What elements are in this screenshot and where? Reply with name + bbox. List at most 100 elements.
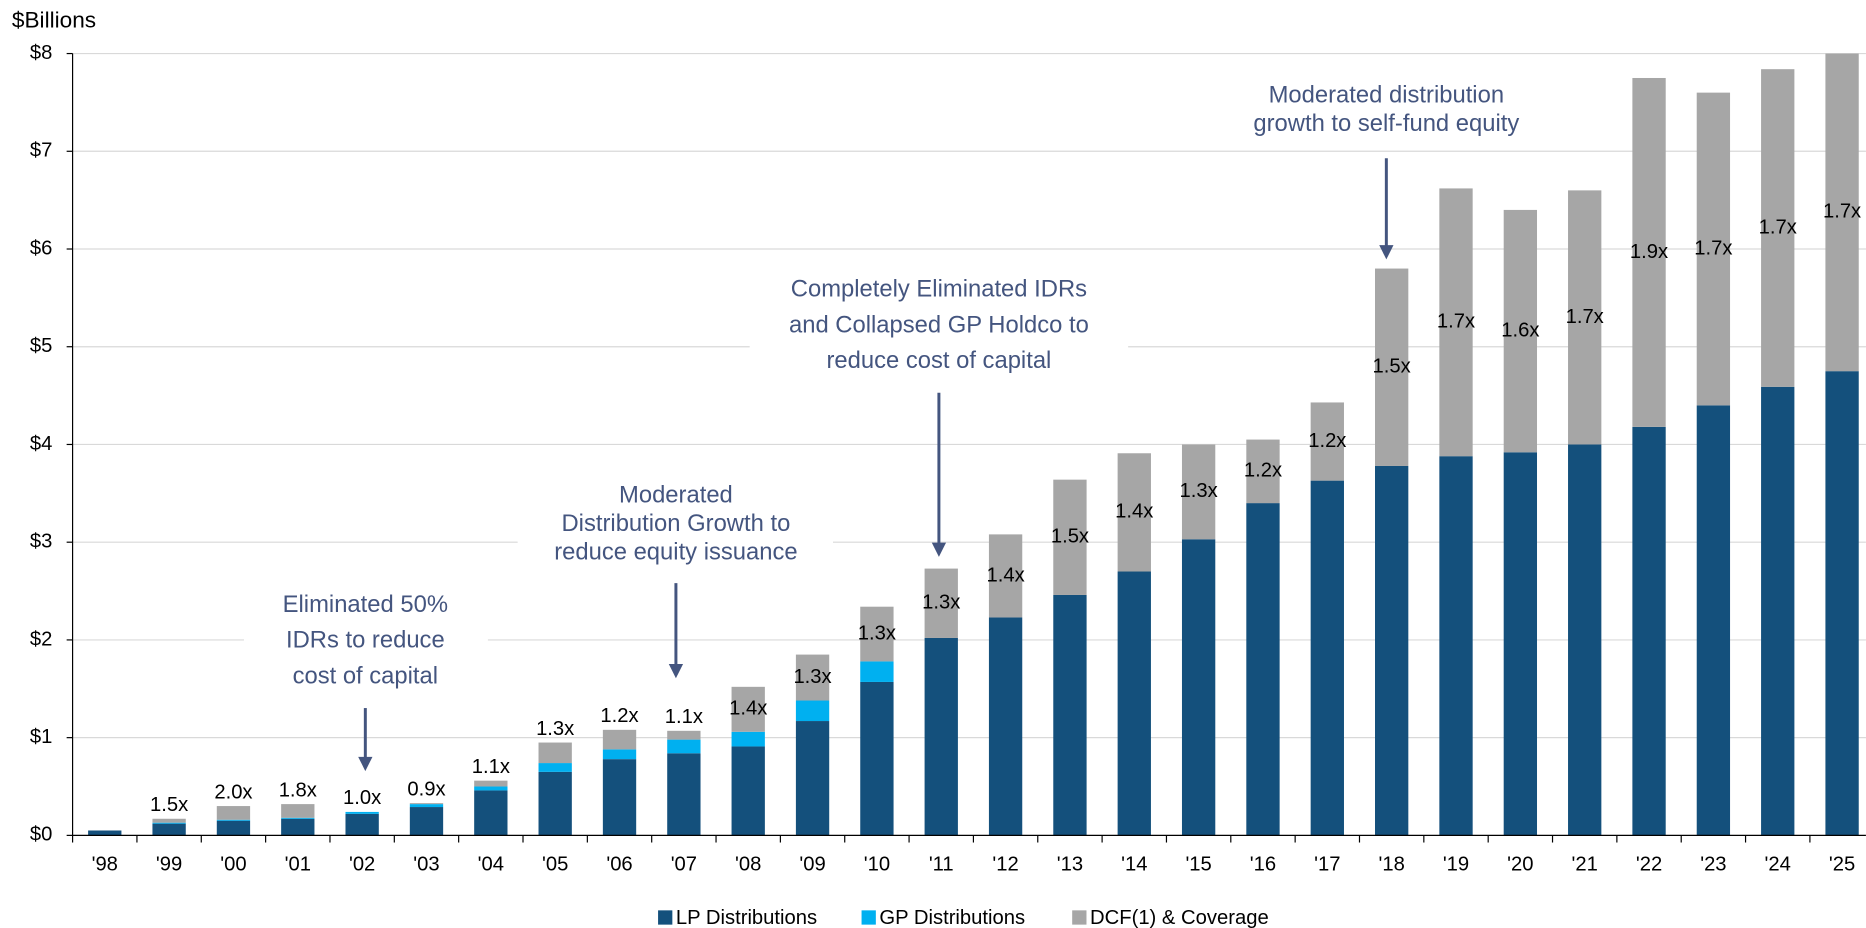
y-tick-label: $4 [30, 433, 53, 455]
bar-segment [1503, 209, 1538, 453]
coverage-label: 1.2x [600, 705, 638, 727]
x-tick-label: '11 [929, 853, 954, 875]
annotation-text: Moderated [619, 482, 733, 509]
bar-segment [1053, 479, 1087, 595]
coverage-label: 1.3x [536, 718, 574, 740]
annotation-bg [749, 271, 1129, 381]
bar-segment [216, 806, 251, 820]
coverage-label: 1.7x [1823, 201, 1861, 223]
y-tick-label: $8 [30, 42, 53, 64]
x-tick-label: '15 [1185, 853, 1211, 875]
x-tick-label: '13 [1057, 853, 1083, 875]
bar-segment [667, 753, 701, 836]
annotation-arrowhead [668, 664, 684, 679]
bar-segment [538, 771, 572, 836]
coverage-label: 1.3x [858, 622, 896, 644]
x-tick-label: '04 [478, 853, 504, 875]
bar-segment [1761, 69, 1795, 387]
bar-segment [667, 739, 701, 754]
y-tick-label: $2 [30, 628, 53, 650]
x-tick-label: '22 [1636, 853, 1662, 875]
x-tick-label: '09 [799, 853, 825, 875]
bar-segment [409, 804, 444, 808]
bar-segment [1761, 386, 1795, 836]
bar-segment [731, 746, 765, 836]
y-tick-label: $7 [30, 140, 53, 162]
bar-segment [602, 729, 637, 750]
annotation-arrowhead [1379, 245, 1394, 260]
bar-segment [216, 819, 251, 821]
coverage-label: 0.9x [407, 778, 445, 800]
legend-label: LP Distributions [676, 907, 817, 928]
bar-segment [1117, 453, 1151, 572]
bar-segment [1310, 480, 1344, 836]
annotation-text: Distribution Growth to [562, 510, 791, 537]
y-tick-label: $0 [30, 824, 53, 846]
x-tick-label: '98 [92, 853, 118, 875]
bar-segment [795, 721, 830, 836]
coverage-label: 1.0x [343, 787, 381, 809]
bar-segment [1439, 188, 1473, 457]
bar-segment [731, 731, 765, 747]
bar-segment [1375, 268, 1409, 466]
coverage-label: 1.5x [1373, 356, 1411, 378]
bar-segment [1117, 571, 1151, 836]
bar-segment [602, 759, 637, 836]
bar-segment [152, 823, 186, 836]
coverage-label: 1.7x [1759, 216, 1797, 238]
bar-segment [667, 730, 701, 740]
bar-segment [988, 617, 1023, 836]
x-tick-label: '03 [413, 853, 439, 875]
x-tick-label: '24 [1765, 853, 1791, 875]
bar-segment [1310, 402, 1344, 481]
bar-segment [860, 606, 894, 662]
coverage-label: 1.4x [986, 564, 1024, 586]
annotation-text: IDRs to reduce [286, 627, 445, 654]
bar-segment [1568, 444, 1602, 836]
legend-label: GP Distributions [879, 907, 1025, 928]
bar-segment [1696, 405, 1731, 836]
bar-segment [1181, 444, 1216, 540]
x-tick-label: '00 [220, 853, 246, 875]
bar-segment [924, 637, 958, 836]
bar-segment [88, 830, 122, 836]
bar-segment [731, 686, 765, 732]
coverage-label: 1.6x [1501, 319, 1539, 341]
x-tick-label: '99 [156, 853, 182, 875]
bar-segment [1053, 594, 1087, 836]
coverage-label: 1.3x [793, 666, 831, 688]
bar-segment [924, 568, 958, 638]
coverage-label: 1.4x [729, 698, 767, 720]
bar-segment [474, 786, 508, 791]
x-tick-label: '07 [671, 853, 697, 875]
x-tick-label: '06 [606, 853, 632, 875]
annotation-text: reduce equity issuance [554, 539, 797, 566]
y-tick-label: $1 [30, 726, 53, 748]
coverage-label: 1.7x [1694, 237, 1732, 259]
coverage-label: 1.7x [1566, 306, 1604, 328]
bar-segment [281, 818, 315, 836]
coverage-label: 1.4x [1115, 501, 1153, 523]
coverage-label: 2.0x [214, 781, 252, 803]
annotation-bg [517, 477, 834, 573]
annotation-text: Moderated distribution [1269, 82, 1504, 109]
legend-label: DCF(1) & Coverage [1090, 907, 1269, 928]
annotation-bg [243, 586, 488, 697]
coverage-label: 1.5x [150, 794, 188, 816]
bar-segment [795, 700, 830, 722]
x-tick-label: '23 [1700, 853, 1726, 875]
legend-swatch [658, 910, 673, 925]
x-tick-label: '08 [735, 853, 761, 875]
bar-segment [345, 813, 379, 836]
coverage-label: 1.3x [922, 592, 960, 614]
x-tick-label: '18 [1378, 853, 1404, 875]
bar-segment [602, 749, 637, 760]
legend-swatch [1072, 910, 1087, 925]
bar-segment [1568, 190, 1602, 445]
bar-segment [1375, 465, 1409, 836]
x-tick-label: '21 [1572, 853, 1598, 875]
x-tick-label: '01 [285, 853, 311, 875]
bar-segment [1696, 92, 1731, 406]
annotation-text: cost of capital [293, 662, 439, 689]
